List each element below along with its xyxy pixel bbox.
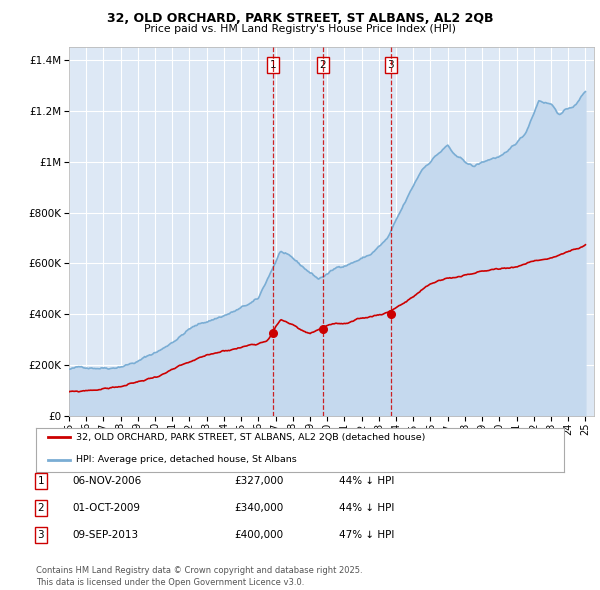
Text: 01-OCT-2009: 01-OCT-2009 [72, 503, 140, 513]
Text: 1: 1 [37, 476, 44, 486]
Text: Contains HM Land Registry data © Crown copyright and database right 2025.
This d: Contains HM Land Registry data © Crown c… [36, 566, 362, 587]
Text: £340,000: £340,000 [234, 503, 283, 513]
Text: 47% ↓ HPI: 47% ↓ HPI [339, 530, 394, 540]
Text: 06-NOV-2006: 06-NOV-2006 [72, 476, 141, 486]
Text: £327,000: £327,000 [234, 476, 283, 486]
Text: Price paid vs. HM Land Registry's House Price Index (HPI): Price paid vs. HM Land Registry's House … [144, 24, 456, 34]
Text: 32, OLD ORCHARD, PARK STREET, ST ALBANS, AL2 2QB: 32, OLD ORCHARD, PARK STREET, ST ALBANS,… [107, 12, 493, 25]
Text: £400,000: £400,000 [234, 530, 283, 540]
Text: 3: 3 [37, 530, 44, 540]
Text: HPI: Average price, detached house, St Albans: HPI: Average price, detached house, St A… [76, 455, 296, 464]
Text: 3: 3 [388, 60, 394, 70]
Text: 09-SEP-2013: 09-SEP-2013 [72, 530, 138, 540]
Text: 32, OLD ORCHARD, PARK STREET, ST ALBANS, AL2 2QB (detached house): 32, OLD ORCHARD, PARK STREET, ST ALBANS,… [76, 433, 425, 442]
Text: 44% ↓ HPI: 44% ↓ HPI [339, 476, 394, 486]
Text: 2: 2 [320, 60, 326, 70]
Text: 2: 2 [37, 503, 44, 513]
Text: 1: 1 [269, 60, 276, 70]
Text: 44% ↓ HPI: 44% ↓ HPI [339, 503, 394, 513]
